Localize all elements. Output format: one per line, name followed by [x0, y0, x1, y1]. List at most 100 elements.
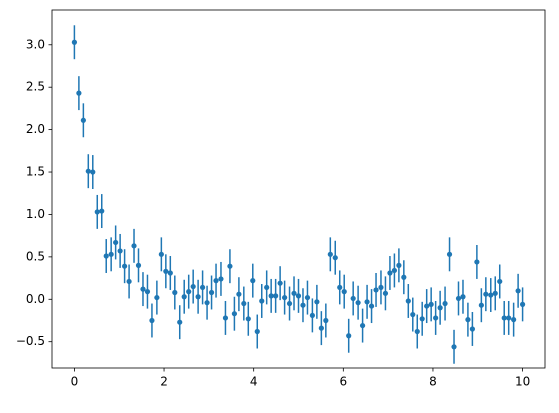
- data-point: [99, 208, 105, 214]
- data-point: [506, 315, 512, 321]
- data-point: [144, 289, 151, 295]
- data-point: [455, 295, 462, 302]
- data-point: [291, 290, 297, 296]
- data-point: [501, 315, 507, 321]
- data-point: [368, 303, 375, 309]
- y-tick-label: 1.0: [26, 207, 45, 221]
- data-point: [149, 317, 155, 324]
- data-point: [186, 289, 192, 295]
- data-point: [474, 259, 480, 265]
- data-point: [254, 328, 260, 335]
- data-point: [515, 288, 521, 294]
- data-point: [204, 300, 210, 306]
- data-point: [172, 289, 178, 296]
- axes-frame: [51, 9, 546, 369]
- data-point: [519, 301, 526, 307]
- data-point: [391, 267, 398, 274]
- data-point: [410, 311, 416, 318]
- data-point: [218, 276, 224, 282]
- data-point: [222, 315, 229, 321]
- data-point: [80, 117, 86, 123]
- data-point: [264, 284, 270, 291]
- data-point: [177, 319, 183, 325]
- data-point: [446, 251, 453, 257]
- data-point: [492, 290, 498, 296]
- data-point: [359, 322, 366, 329]
- data-point: [373, 287, 379, 293]
- data-point: [309, 312, 315, 319]
- data-point: [236, 291, 242, 297]
- data-point: [323, 317, 329, 324]
- data-point: [350, 295, 356, 302]
- data-point: [405, 298, 411, 304]
- data-point: [227, 263, 233, 269]
- data-point: [478, 302, 484, 308]
- data-point: [465, 317, 471, 323]
- y-tick-label: 0.5: [26, 249, 45, 263]
- x-tick-label: 2: [160, 375, 168, 389]
- data-point: [122, 263, 128, 269]
- data-point: [90, 169, 96, 175]
- y-tick-label: 1.5: [26, 165, 45, 179]
- data-point: [259, 298, 265, 304]
- data-point: [460, 294, 466, 300]
- data-point: [167, 270, 173, 276]
- data-point: [85, 168, 91, 174]
- y-tick-label: −0.5: [16, 334, 45, 348]
- data-point: [181, 294, 187, 300]
- data-point: [231, 311, 238, 317]
- data-point: [428, 301, 434, 307]
- data-point: [76, 90, 82, 96]
- data-point: [250, 278, 256, 284]
- data-point: [414, 328, 420, 335]
- data-point: [401, 274, 407, 280]
- x-tick-label: 8: [429, 375, 437, 389]
- data-point: [158, 251, 164, 257]
- data-point: [273, 293, 279, 299]
- data-point: [382, 290, 389, 296]
- data-point: [346, 333, 352, 339]
- data-point: [419, 316, 425, 322]
- data-point: [268, 293, 274, 299]
- data-point: [295, 293, 302, 299]
- x-tick-label: 10: [515, 375, 530, 389]
- data-point: [451, 344, 457, 350]
- x-tick-label: 4: [250, 375, 258, 389]
- data-point: [126, 278, 132, 285]
- data-point: [300, 302, 306, 308]
- x-tick-label: 6: [339, 375, 347, 389]
- data-point: [442, 300, 448, 307]
- data-point: [131, 243, 137, 249]
- y-tick-label: 2.5: [26, 80, 45, 94]
- data-point: [213, 278, 219, 284]
- y-tick-label: 2.0: [26, 122, 45, 136]
- data-point: [332, 255, 338, 261]
- data-point: [195, 294, 201, 300]
- data-point: [318, 325, 324, 331]
- data-point: [396, 262, 402, 268]
- y-tick-label: 0.0: [26, 292, 45, 306]
- y-tick-label: 3.0: [26, 37, 45, 51]
- data-point: [511, 317, 517, 323]
- data-point: [140, 286, 146, 292]
- data-point: [208, 289, 215, 296]
- data-point: [282, 294, 288, 301]
- data-point: [199, 284, 206, 291]
- data-point: [277, 280, 283, 286]
- data-point: [488, 292, 494, 298]
- data-point: [241, 300, 247, 307]
- data-point: [341, 289, 347, 295]
- data-point: [190, 283, 196, 290]
- data-point: [286, 300, 293, 307]
- data-point: [245, 316, 251, 322]
- data-point: [154, 294, 160, 301]
- data-point: [314, 299, 320, 305]
- data-point: [94, 209, 100, 215]
- data-point: [337, 284, 343, 291]
- data-point: [135, 262, 142, 268]
- data-point: [378, 284, 384, 291]
- data-point: [424, 303, 430, 309]
- data-point: [163, 268, 169, 274]
- data-point: [469, 326, 475, 332]
